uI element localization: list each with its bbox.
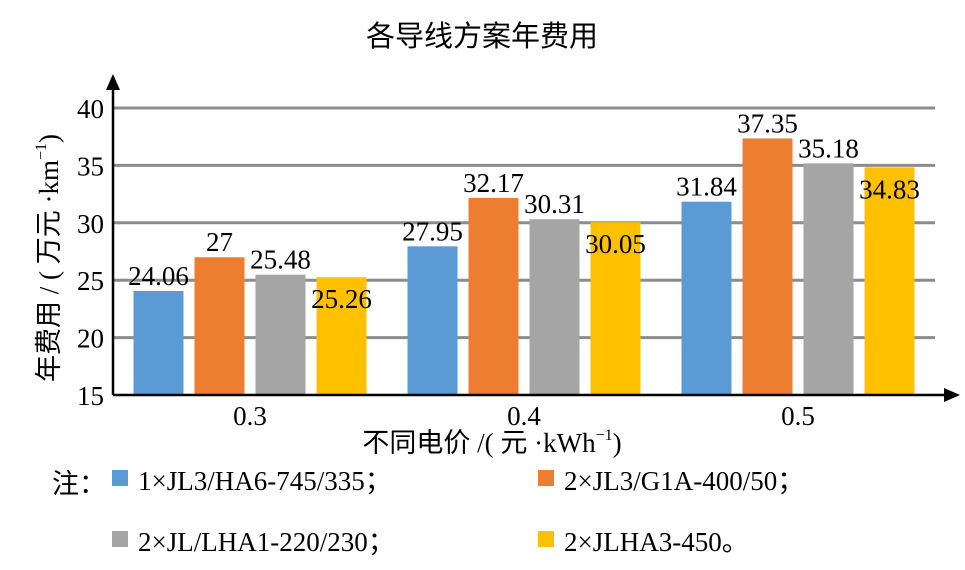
legend-label-series-4: 2×JLHA3-450。	[564, 526, 749, 557]
bar-series-4-cat-3	[864, 167, 915, 395]
bar-series-3-cat-2	[529, 219, 580, 395]
data-label: 25.26	[311, 284, 372, 314]
legend-item-series-4: 2×JLHA3-450。	[538, 519, 749, 559]
data-label: 24.06	[128, 261, 189, 291]
data-label: 30.31	[524, 189, 585, 219]
y-axis-label: 年费用 / ( 万元 ·km−1)	[33, 134, 64, 382]
legend-label-series-1: 1×JL3/HA6-745/335；	[138, 465, 392, 496]
legend-label-series-2: 2×JL3/G1A-400/50；	[564, 465, 805, 496]
bar-series-4-cat-2	[590, 222, 641, 395]
bar-series-2-cat-2	[468, 197, 519, 395]
data-label: 35.18	[798, 133, 859, 163]
gridlines	[113, 106, 935, 340]
bar-series-3-cat-1	[255, 274, 306, 395]
y-tick-labels: 15 20 25 30 35 40	[77, 94, 104, 411]
bar-series-1-cat-2	[407, 246, 458, 395]
x-tick-label: 0.4	[507, 401, 541, 431]
bar-series-2-cat-1	[194, 257, 245, 395]
data-label: 37.35	[737, 108, 798, 138]
legend-item-series-2: 2×JL3/G1A-400/50；	[538, 458, 804, 498]
legend-swatch-series-2	[538, 470, 554, 486]
chart-canvas: 各导线方案年费用 24.06 27.95 31.84 27 32.17 37.35 25.4…	[33, 19, 960, 458]
bar-series-3-cat-3	[803, 163, 854, 395]
legend-swatch-series-4	[538, 531, 554, 547]
legend-label-series-3: 2×JL/LHA1-220/230；	[138, 526, 395, 557]
data-label: 34.83	[859, 174, 920, 204]
legend-item-series-1: 1×JL3/HA6-745/335；	[112, 458, 392, 498]
y-tick-label: 30	[77, 209, 104, 239]
bar-series-1-cat-1	[133, 290, 184, 395]
x-tick-label: 0.5	[781, 401, 815, 431]
bar-series-2-cat-3	[742, 138, 793, 395]
bar-series-1-cat-3	[681, 201, 732, 395]
chart-title: 各导线方案年费用	[366, 19, 598, 53]
legend-swatch-series-3	[112, 531, 128, 547]
legend-swatch-series-1	[112, 470, 128, 486]
legend-item-series-3: 2×JL/LHA1-220/230；	[112, 519, 395, 559]
data-label: 31.84	[676, 172, 737, 202]
data-labels-group: 24.06 27.95 31.84 27 32.17 37.35 25.48 30.31 35.…	[128, 108, 920, 314]
bar-series-4-cat-1	[316, 277, 367, 395]
legend-note-label: 注：	[52, 469, 106, 499]
bars-group	[133, 138, 915, 395]
x-axis-label: 不同电价 /( 元 ·kWh−1)	[362, 427, 621, 458]
y-tick-label: 25	[77, 266, 104, 296]
data-label: 25.48	[250, 245, 311, 275]
data-label: 27	[206, 227, 233, 257]
x-axis-arrow	[944, 388, 960, 402]
data-label: 32.17	[463, 168, 524, 198]
y-tick-label: 35	[77, 151, 104, 181]
legend-row-1: 1×JL3/HA6-745/335； 2×JL3/G1A-400/50；	[0, 458, 965, 498]
y-tick-label: 15	[77, 381, 104, 411]
axes-group	[106, 74, 960, 402]
y-tick-label: 20	[77, 324, 104, 354]
data-label: 30.05	[585, 229, 646, 259]
data-label: 27.95	[402, 216, 463, 246]
legend-row-2: 2×JL/LHA1-220/230； 2×JLHA3-450。	[0, 519, 965, 559]
x-tick-labels: 0.3 0.4 0.5	[233, 401, 815, 431]
y-tick-label: 40	[77, 94, 104, 124]
x-tick-label: 0.3	[233, 401, 267, 431]
y-axis-arrow	[106, 74, 120, 90]
